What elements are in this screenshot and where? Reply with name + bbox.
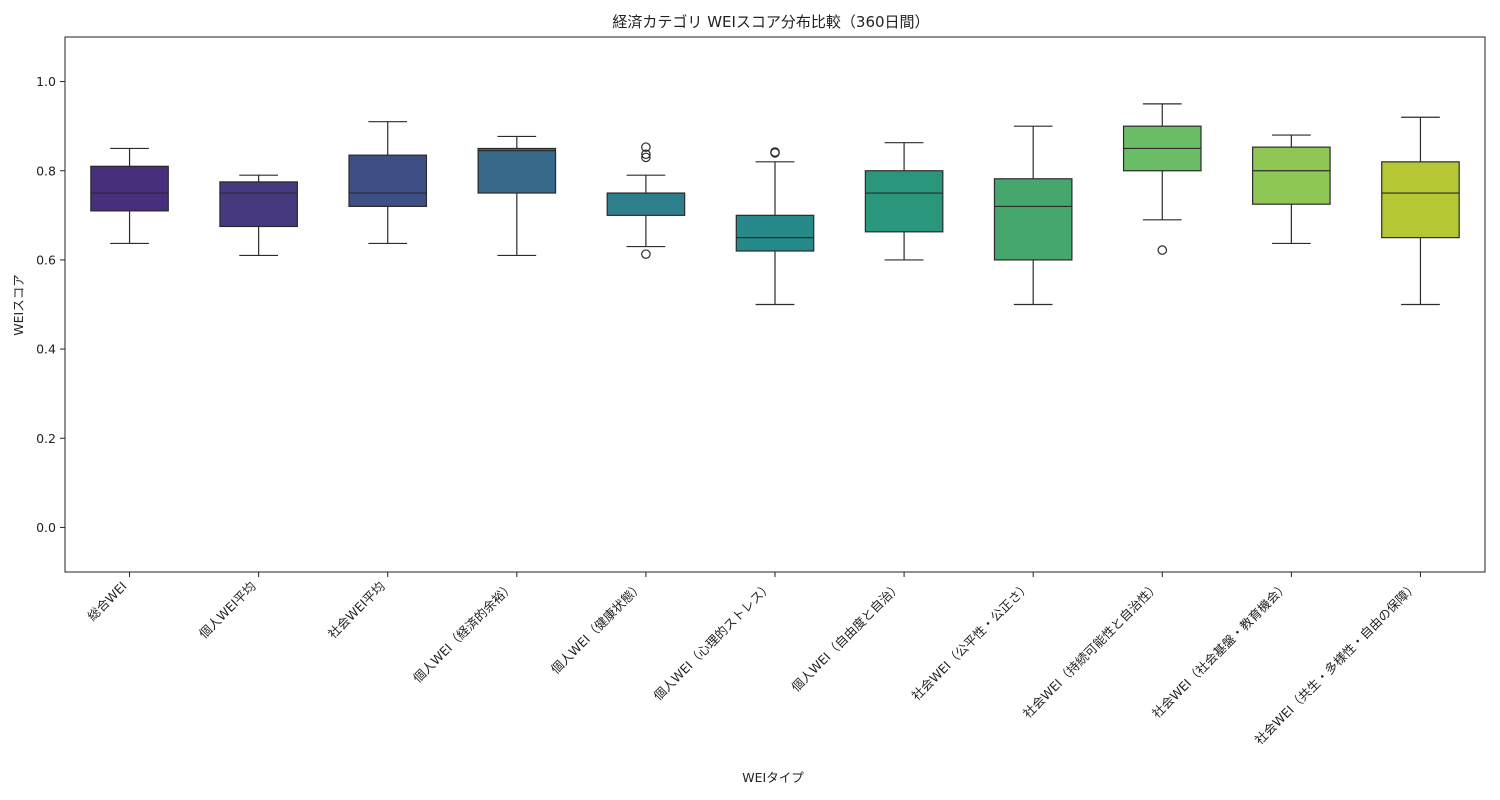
y-tick-label: 0.4 [36,342,56,357]
outlier-point [641,152,651,163]
x-tick-label: 個人WEI（自由度と自治） [788,579,904,695]
box-group [735,147,815,306]
x-axis-ticks: 総合WEI 個人WEI平均 社会WEI平均 個人WEI（経済的余裕） 個人WEI（健康状… [84,572,1421,748]
box-iqr [993,178,1073,261]
outlier-point [641,249,651,259]
box-group [477,135,557,257]
x-tick-label: 社会WEI（公平性・公正さ） [909,579,1034,704]
box-iqr [606,192,686,216]
box-iqr [90,165,169,212]
outlier-point [641,142,651,152]
box-group [606,142,686,259]
y-tick-label: 0.6 [36,252,56,267]
box-group [1252,134,1331,245]
box-iqr [219,181,298,228]
x-tick-label: 個人WEI（経済的余裕） [410,579,517,686]
plot-frame [64,36,1486,573]
box-group [864,142,944,261]
y-tick-label: 0.8 [36,163,56,178]
box-iqr [864,170,944,233]
chart-title: 経済カテゴリ WEIスコア分布比較（360日間） [612,13,929,31]
outlier-point [641,149,651,160]
box-group [1122,103,1202,255]
y-axis-ticks: 0.0 0.2 0.4 0.6 0.8 1.0 [36,74,65,535]
box-iqr [348,154,428,208]
x-tick-label: 個人WEI平均 [196,579,259,642]
box-iqr [735,214,815,252]
box-iqr [1381,161,1460,239]
box-group [90,147,169,245]
x-tick-label: 個人WEI（健康状態） [548,579,646,677]
y-tick-label: 0.0 [36,520,56,535]
outlier-point [770,147,780,157]
x-tick-label: 個人WEI（心理的ストレス） [650,579,775,704]
box-group [348,121,428,245]
box-iqr [1252,146,1331,205]
x-tick-label: 社会WEI（共生・多様性・自由の保障） [1252,579,1421,748]
y-tick-label: 0.2 [36,431,56,446]
outlier-point [1157,245,1168,255]
box-group [219,174,298,257]
x-tick-label: 社会WEI平均 [325,579,388,642]
x-axis-label: WEIタイプ [742,770,804,785]
box-group [993,125,1073,306]
y-axis-label: WEIスコア [11,274,26,335]
box-iqr [477,147,557,194]
boxes-layer [90,103,1460,306]
x-tick-label: 社会WEI（持続可能性と自治性） [1020,579,1162,721]
x-tick-label: 総合WEI [84,579,129,624]
x-tick-label: 社会WEI（社会基盤・教育機会） [1149,579,1291,721]
box-group [1381,116,1460,306]
y-tick-label: 1.0 [36,74,56,89]
